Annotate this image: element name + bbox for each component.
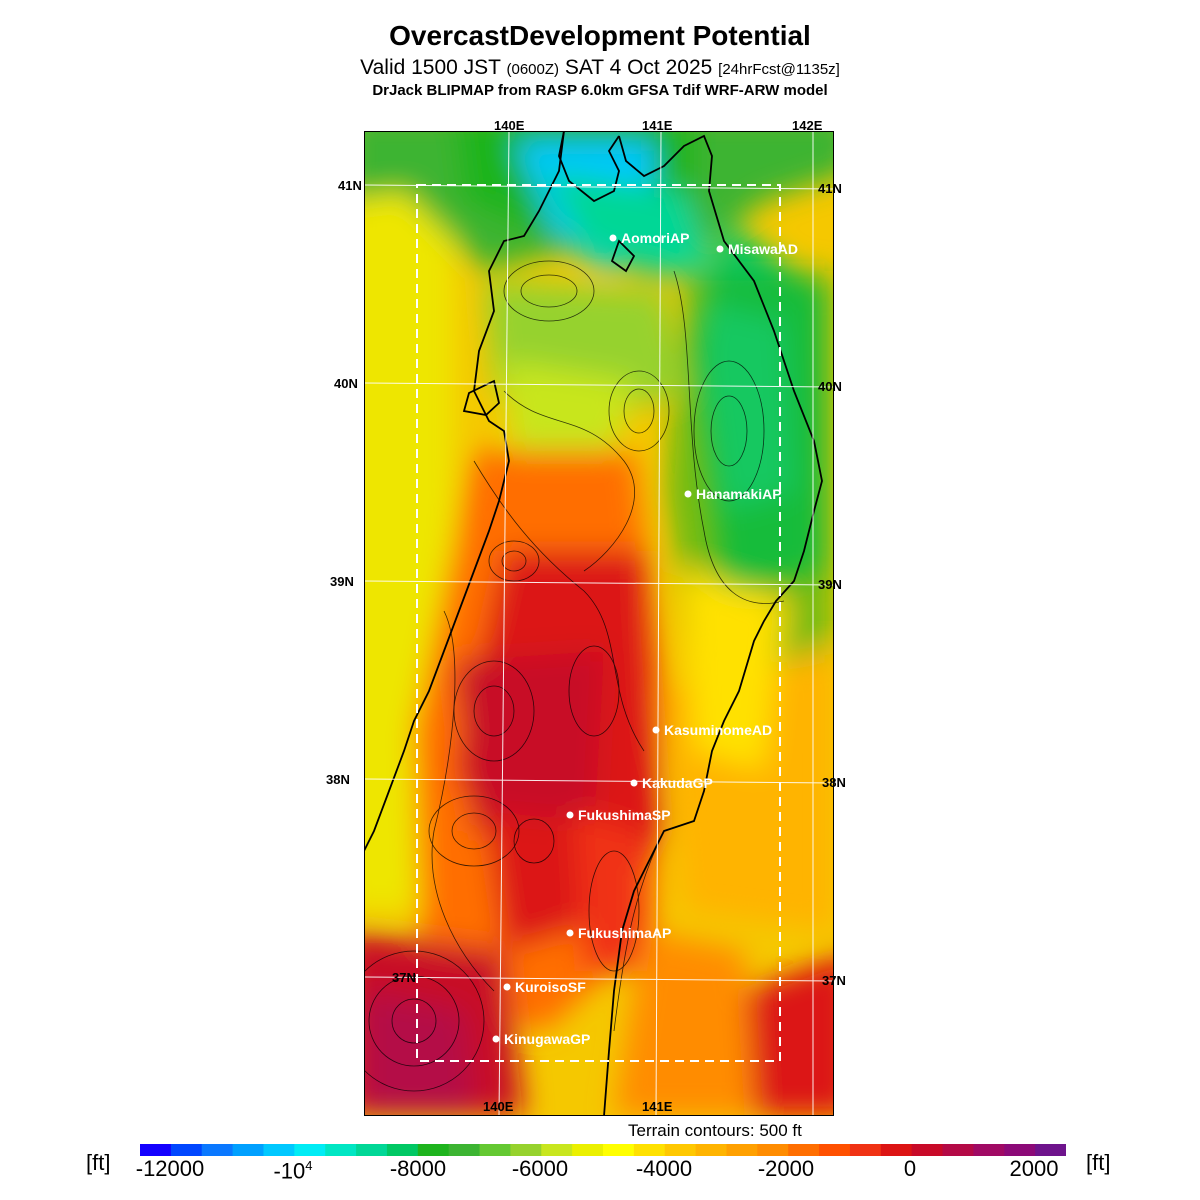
- lon-label-bottom: 140E: [483, 1099, 514, 1114]
- color-swatch: [726, 1144, 758, 1156]
- scale-tick-label: 0: [903, 1156, 917, 1181]
- color-swatch: [572, 1144, 604, 1156]
- scale-tick-label: -12000: [135, 1156, 205, 1181]
- color-swatch: [849, 1144, 882, 1156]
- station-label: AomoriAP: [621, 230, 689, 246]
- station-label: KuroisoSF: [515, 979, 586, 995]
- color-swatch: [664, 1144, 697, 1156]
- station-label: MisawaAD: [728, 241, 798, 257]
- color-swatch: [232, 1144, 264, 1156]
- color-swatch: [603, 1144, 635, 1156]
- terrain-contours: [364, 260, 785, 1092]
- station-dot: [716, 245, 724, 253]
- color-swatch: [170, 1144, 203, 1156]
- lat-label-right: 40N: [818, 379, 842, 394]
- color-swatch: [973, 1144, 1005, 1156]
- color-swatch: [294, 1144, 326, 1156]
- lat-label-left: 37N: [392, 970, 416, 985]
- color-swatch: [695, 1144, 727, 1156]
- color-swatch: [819, 1144, 851, 1156]
- color-swatch: [263, 1144, 295, 1156]
- color-swatch: [788, 1144, 820, 1156]
- color-swatch: [201, 1144, 234, 1156]
- scale-tick-label: 2000: [1009, 1156, 1059, 1181]
- color-swatch: [325, 1144, 357, 1156]
- forecast-info: [24hrFcst@1135z]: [718, 61, 840, 78]
- lat-label-right: 38N: [822, 775, 846, 790]
- station-dot: [566, 811, 574, 819]
- field-shading: [364, 131, 834, 1116]
- scale-tick-label: -2000: [757, 1156, 815, 1181]
- lat-label-right: 41N: [818, 181, 842, 196]
- lat-label-left: 40N: [334, 376, 358, 391]
- station-dot: [566, 929, 574, 937]
- station-label: FukushimaSP: [578, 807, 671, 823]
- color-swatch: [942, 1144, 974, 1156]
- color-swatch: [356, 1144, 388, 1156]
- lat-label-right: 39N: [818, 577, 842, 592]
- station-dot: [652, 726, 660, 734]
- inner-domain-boundary: [416, 184, 781, 1062]
- station-label: FukushimaAP: [578, 925, 671, 941]
- scale-tick-exponent: 4: [305, 1158, 313, 1173]
- forecast-map: AomoriAP MisawaAD HanamakiAP KasuminomeA…: [364, 131, 834, 1116]
- color-swatch: [541, 1144, 573, 1156]
- color-scale-bar: [140, 1144, 1066, 1156]
- scale-tick-base: -10: [273, 1158, 306, 1184]
- color-swatch: [633, 1144, 666, 1156]
- color-swatch: [1004, 1144, 1036, 1156]
- station-markers: AomoriAP MisawaAD HanamakiAP KasuminomeA…: [492, 230, 798, 1047]
- lon-label-top: 142E: [792, 118, 823, 133]
- color-swatch: [757, 1144, 789, 1156]
- chart-title: OvercastDevelopment Potential: [389, 20, 811, 51]
- color-swatch: [510, 1144, 542, 1156]
- station-dot: [492, 1035, 500, 1043]
- lat-label-left: 38N: [326, 772, 350, 787]
- unit-label-left: [ft]: [86, 1150, 111, 1175]
- scale-tick-label: -8000: [389, 1156, 447, 1181]
- lon-label-top: 140E: [494, 118, 525, 133]
- station-dot: [630, 779, 638, 787]
- valid-date: SAT 4 Oct 2025: [559, 56, 719, 79]
- graticule: [364, 131, 834, 1116]
- lon-label-bottom: 141E: [642, 1099, 673, 1114]
- station-label: KasuminomeAD: [664, 722, 772, 738]
- color-swatch: [1035, 1144, 1066, 1156]
- valid-time: Valid 1500 JST (0600Z) SAT 4 Oct 2025 [2…: [0, 56, 1200, 80]
- lat-label-left: 41N: [338, 178, 362, 193]
- station-label: KakudaGP: [642, 775, 713, 791]
- color-swatch: [479, 1144, 511, 1156]
- valid-time-main: Valid 1500 JST: [360, 56, 507, 79]
- unit-label-right: [ft]: [1086, 1150, 1111, 1175]
- color-swatch: [140, 1144, 172, 1156]
- lat-label-right: 37N: [822, 973, 846, 988]
- model-source: DrJack BLIPMAP from RASP 6.0km GFSA Tdif…: [372, 82, 828, 99]
- color-swatch: [911, 1144, 944, 1156]
- scale-tick-label: -6000: [511, 1156, 569, 1181]
- station-dot: [503, 983, 511, 991]
- station-dot: [684, 490, 692, 498]
- color-swatch: [448, 1144, 481, 1156]
- station-dot: [609, 234, 617, 242]
- coastline: [364, 131, 823, 1116]
- color-swatch: [417, 1144, 450, 1156]
- utc-time: (0600Z): [506, 61, 560, 78]
- station-label: HanamakiAP: [696, 486, 782, 502]
- lon-label-top: 141E: [642, 118, 673, 133]
- lat-label-left: 39N: [330, 574, 354, 589]
- scale-tick-label: -104: [273, 1158, 312, 1184]
- color-swatch: [880, 1144, 913, 1156]
- color-swatch: [386, 1144, 419, 1156]
- scale-tick-label: -4000: [635, 1156, 693, 1181]
- terrain-note: Terrain contours: 500 ft: [628, 1121, 802, 1140]
- station-label: KinugawaGP: [504, 1031, 590, 1047]
